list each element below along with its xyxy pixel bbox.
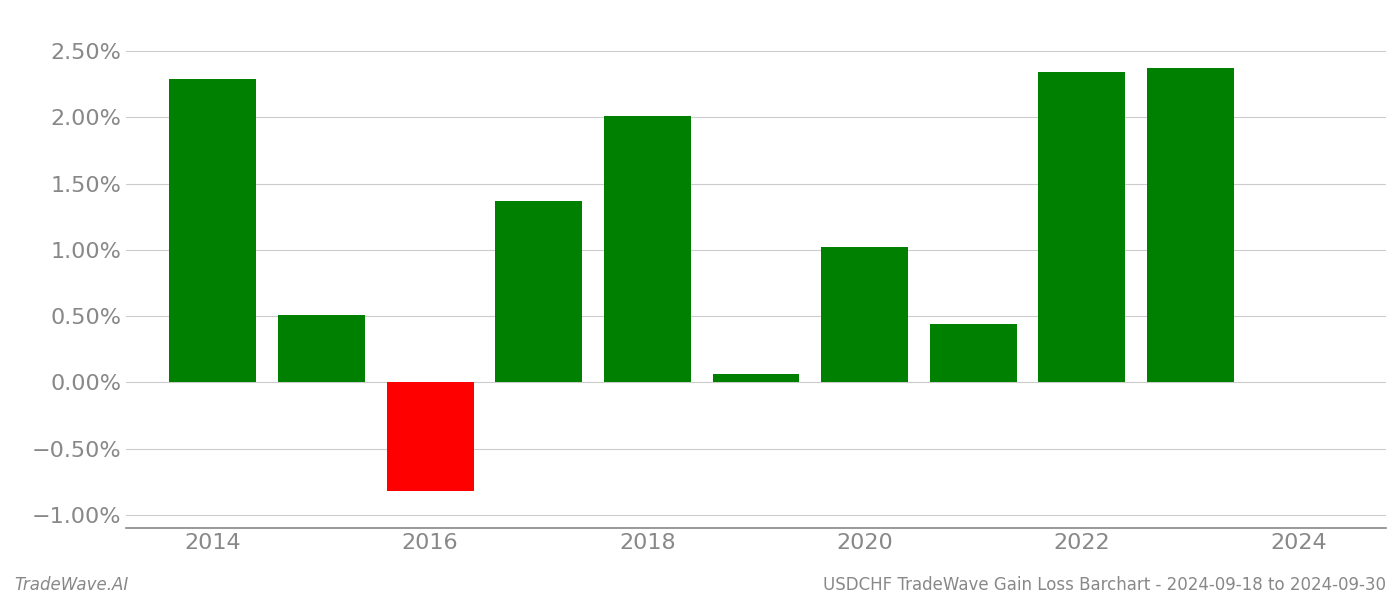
Text: USDCHF TradeWave Gain Loss Barchart - 2024-09-18 to 2024-09-30: USDCHF TradeWave Gain Loss Barchart - 20… xyxy=(823,576,1386,594)
Bar xyxy=(169,79,256,382)
Bar xyxy=(1039,73,1126,382)
Bar xyxy=(279,315,365,382)
Bar xyxy=(930,324,1016,382)
Bar xyxy=(1147,68,1233,382)
Bar xyxy=(603,116,690,382)
Bar xyxy=(822,247,909,382)
Text: TradeWave.AI: TradeWave.AI xyxy=(14,576,129,594)
Bar xyxy=(386,382,473,491)
Bar xyxy=(496,201,582,382)
Bar xyxy=(713,374,799,382)
